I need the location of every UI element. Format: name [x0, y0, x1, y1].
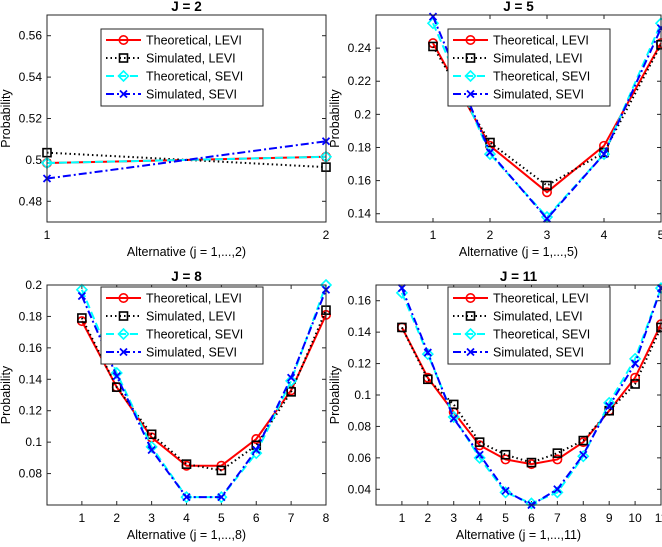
panel-2-legend-label-2: Simulated, LEVI [493, 52, 583, 66]
panel-1-legend-label-2: Simulated, LEVI [146, 52, 236, 66]
panel-4-legend: Theoretical, LEVI Simulated, LEVI Theoreti… [448, 287, 610, 364]
panel-4-xtick-label: 3 [450, 511, 457, 525]
panel-2-xlabel: Alternative (j = 1,...,5) [459, 245, 578, 259]
panel-2-ytick-label: 0.18 [348, 140, 372, 154]
panel-3-xtick-label: 8 [323, 511, 330, 525]
panel-2-ytick-label: 0.14 [348, 207, 372, 221]
panel-2-xtick-label: 3 [544, 228, 551, 242]
panel-2-legend: Theoretical, LEVI Simulated, LEVI Theoreti… [448, 29, 610, 106]
panel-4-ytick-label: 0.08 [348, 419, 372, 433]
panel-4-ytick-label: 0.04 [348, 482, 372, 496]
panel-2-title: J = 5 [503, 0, 534, 14]
panel-3-legend-label-4: Simulated, SEVI [146, 346, 237, 360]
panel-3-ytick-label: 0.16 [19, 341, 43, 355]
panel-4-xtick-label: 9 [606, 511, 613, 525]
panel-1-legend: Theoretical, LEVI Simulated, LEVI Theoreti… [101, 29, 263, 106]
panel-2-ytick-label: 0.24 [348, 41, 372, 55]
panel-3-xtick-label: 1 [79, 511, 86, 525]
panel-2-xtick-label: 2 [487, 228, 494, 242]
panel-3-xlabel: Alternative (j = 1,...,8) [127, 528, 246, 542]
panel-4-xtick-label: 10 [628, 511, 642, 525]
panel-4: J = 11 0.04 0.06 0.08 0.1 0.12 0.14 0.16 1 2 3 4 5 6 7… [328, 269, 662, 542]
panel-4-xtick-label: 5 [502, 511, 509, 525]
panel-2-xtick-label: 1 [430, 228, 437, 242]
panel-3-xtick-label: 2 [113, 511, 120, 525]
panel-1-xlabel: Alternative (j = 1,...,2) [127, 245, 246, 259]
panel-4-ytick-label: 0.12 [348, 357, 372, 371]
panel-3-xtick-label: 5 [218, 511, 225, 525]
panel-3-ytick-label: 0.1 [25, 435, 42, 449]
panel-4-xtick-label: 1 [399, 511, 406, 525]
panel-3-ytick-label: 0.14 [19, 372, 43, 386]
panel-1-xtick-label: 2 [323, 228, 330, 242]
panel-3: J = 8 0.08 0.1 0.12 0.14 0.16 0.18 0.2 1 2 3 4 5 6 7 8 A… [0, 269, 331, 542]
panel-4-xtick-label: 4 [476, 511, 483, 525]
panel-2-ytick-label: 0.22 [348, 74, 372, 88]
panel-2: J = 5 0.14 0.16 0.18 0.2 0.22 0.24 1 2 3 4 5 Alterna… [328, 0, 662, 259]
panel-1-legend-label-1: Theoretical, LEVI [146, 34, 242, 48]
panel-3-legend-label-2: Simulated, LEVI [146, 310, 236, 324]
panel-4-xtick-label: 11 [655, 511, 662, 525]
panel-4-ylabel: Probability [328, 365, 342, 424]
panel-3-xtick-label: 7 [288, 511, 295, 525]
panel-2-xtick-label: 4 [601, 228, 608, 242]
panel-2-legend-label-1: Theoretical, LEVI [493, 34, 589, 48]
panel-3-ytick-label: 0.08 [19, 467, 43, 481]
panel-1-ytick-label: 0.56 [19, 29, 43, 43]
panel-1-ytick-label: 0.52 [19, 112, 43, 126]
panel-4-legend-label-3: Theoretical, SEVI [493, 328, 590, 342]
panel-2-ytick-label: 0.16 [348, 174, 372, 188]
panel-3-legend-label-1: Theoretical, LEVI [146, 292, 242, 306]
panel-4-legend-label-1: Theoretical, LEVI [493, 292, 589, 306]
panel-4-xtick-label: 8 [580, 511, 587, 525]
panel-3-ylabel: Probability [0, 365, 13, 424]
panel-3-ytick-label: 0.18 [19, 309, 43, 323]
panel-2-xtick-label: 5 [658, 228, 662, 242]
panel-1-legend-label-4: Simulated, SEVI [146, 88, 237, 102]
panel-3-xtick-label: 3 [148, 511, 155, 525]
panel-4-xtick-label: 7 [554, 511, 561, 525]
panel-1-ytick-label: 0.5 [25, 153, 42, 167]
panel-2-legend-label-4: Simulated, SEVI [493, 88, 584, 102]
panel-4-legend-label-2: Simulated, LEVI [493, 310, 583, 324]
panel-4-xtick-label: 2 [424, 511, 431, 525]
panel-3-ytick-label: 0.2 [25, 278, 42, 292]
panel-1-ylabel: Probability [0, 89, 13, 148]
panel-4-title: J = 11 [500, 269, 538, 284]
panel-4-xtick-label: 6 [528, 511, 535, 525]
panel-4-legend-label-4: Simulated, SEVI [493, 346, 584, 360]
panel-3-legend: Theoretical, LEVI Simulated, LEVI Theoreti… [101, 287, 263, 364]
panel-3-title: J = 8 [171, 269, 202, 284]
panel-4-ytick-label: 0.14 [348, 325, 372, 339]
panel-1-xtick-label: 1 [44, 228, 51, 242]
panel-2-ytick-label: 0.2 [354, 107, 371, 121]
panel-3-ytick-label: 0.12 [19, 404, 43, 418]
panel-4-ytick-label: 0.06 [348, 451, 372, 465]
panel-1-ytick-label: 0.48 [19, 194, 43, 208]
panel-3-xtick-label: 6 [253, 511, 260, 525]
panel-3-xtick-label: 4 [183, 511, 190, 525]
panel-4-ytick-label: 0.1 [354, 388, 371, 402]
panel-4-ytick-label: 0.16 [348, 294, 372, 308]
panel-4-xlabel: Alternative (j = 1,...,11) [456, 528, 581, 542]
panel-1-title: J = 2 [171, 0, 201, 14]
panel-1: J = 2 0.48 0.5 0.52 0.54 0.56 1 2 Alternative (j… [0, 0, 331, 259]
panel-2-legend-label-3: Theoretical, SEVI [493, 70, 590, 84]
panel-3-legend-label-3: Theoretical, SEVI [146, 328, 243, 342]
panel-1-ytick-label: 0.54 [19, 70, 43, 84]
panel-2-ylabel: Probability [328, 89, 342, 148]
panel-1-legend-label-3: Theoretical, SEVI [146, 70, 243, 84]
